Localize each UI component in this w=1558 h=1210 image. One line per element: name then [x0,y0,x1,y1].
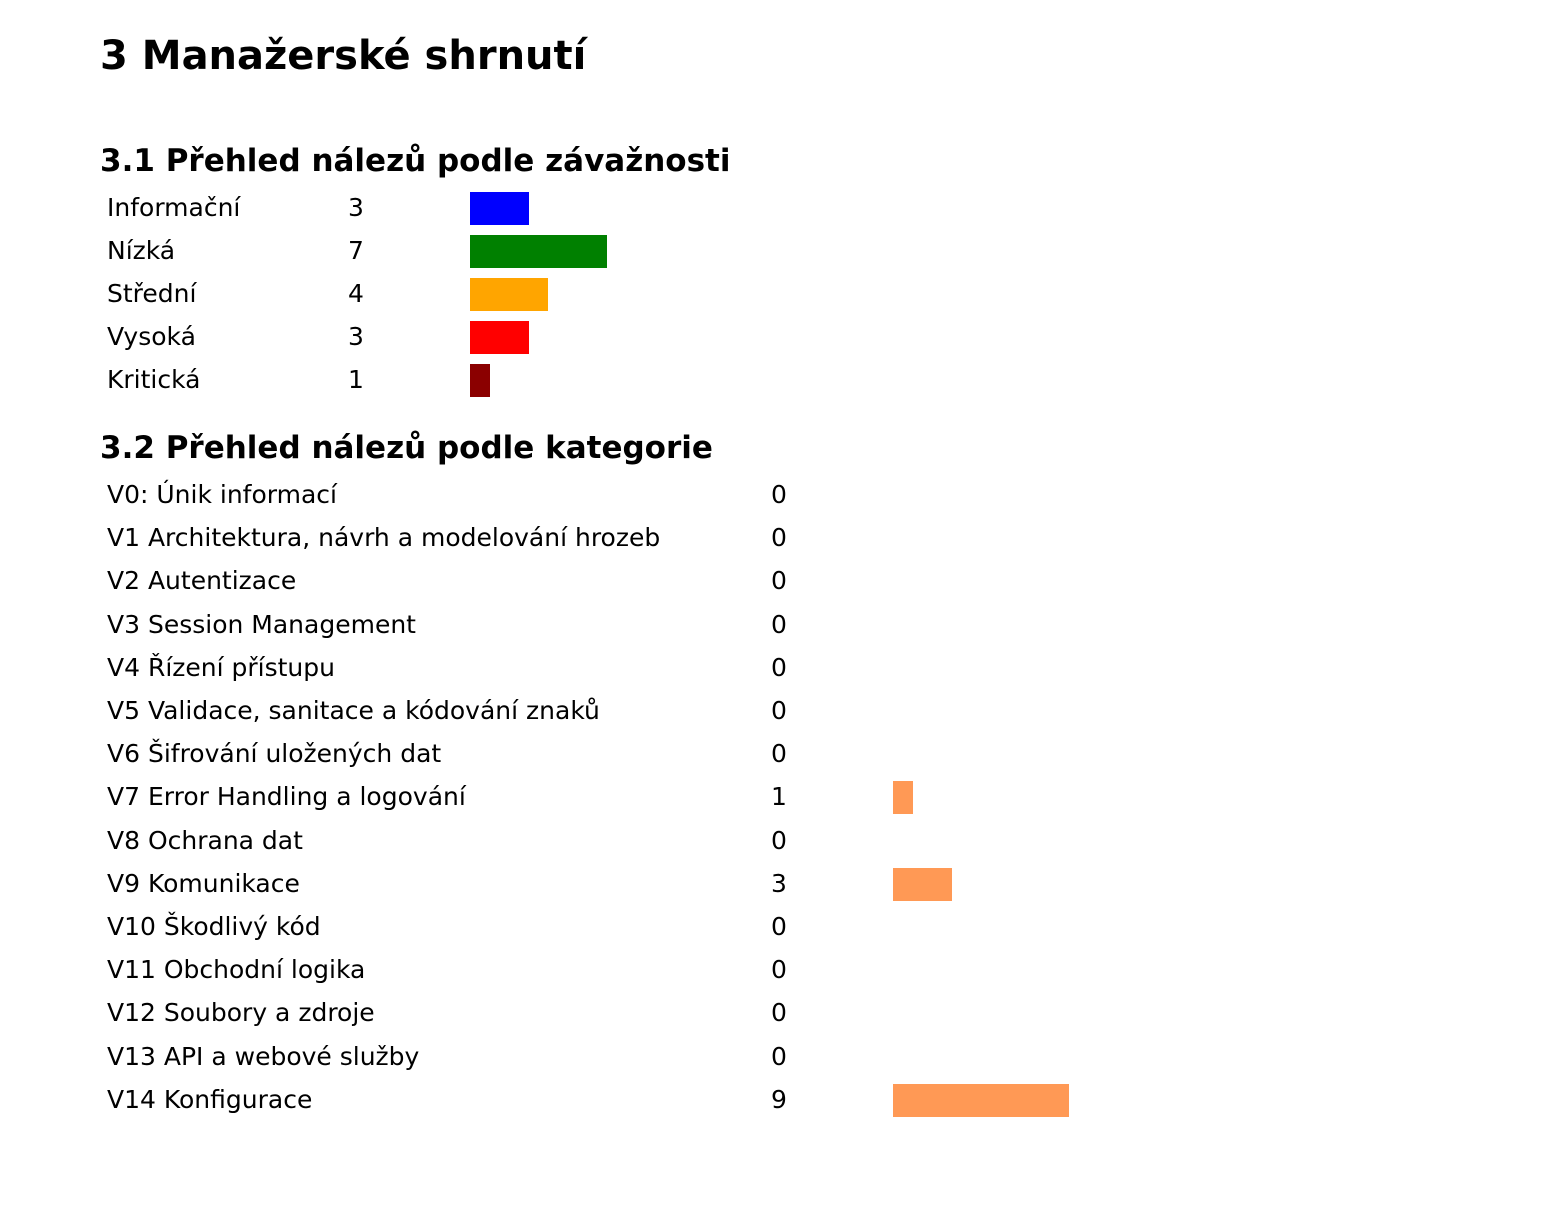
category-count: 9 [771,1085,787,1114]
severity-row: Kritická 1 [0,358,1558,401]
category-row: V7 Error Handling a logování 1 [0,775,1558,818]
category-count: 0 [771,1042,787,1071]
severity-row: Střední 4 [0,272,1558,315]
category-label: V7 Error Handling a logování [107,782,466,811]
severity-row: Vysoká 3 [0,315,1558,358]
severity-row: Informační 3 [0,186,1558,229]
severity-label: Kritická [107,365,201,394]
category-label: V6 Šifrování uložených dat [107,739,442,768]
category-row: V13 API a webové služby 0 [0,1035,1558,1078]
severity-count: 3 [348,322,364,351]
category-count: 0 [771,610,787,639]
severity-bar [470,321,529,354]
severity-bar [470,192,529,225]
category-count: 0 [771,998,787,1027]
severity-label: Informační [107,193,241,222]
severity-row: Nízká 7 [0,229,1558,272]
severity-bar [470,364,490,397]
category-bar [893,868,952,901]
severity-bar [470,235,607,268]
category-label: V9 Komunikace [107,869,300,898]
category-count: 0 [771,653,787,682]
category-row: V5 Validace, sanitace a kódování znaků 0 [0,689,1558,732]
category-row: V0: Únik informací 0 [0,473,1558,516]
category-label: V0: Únik informací [107,480,337,509]
category-row: V9 Komunikace 3 [0,862,1558,905]
category-row: V2 Autentizace 0 [0,559,1558,602]
severity-bar [470,278,548,311]
category-row: V3 Session Management 0 [0,603,1558,646]
category-bar [893,1084,1069,1117]
category-row: V10 Škodlivý kód 0 [0,905,1558,948]
category-label: V4 Řízení přístupu [107,653,335,682]
category-count: 3 [771,869,787,898]
category-row: V6 Šifrování uložených dat 0 [0,732,1558,775]
category-row: V11 Obchodní logika 0 [0,948,1558,991]
category-label: V12 Soubory a zdroje [107,998,375,1027]
category-row: V8 Ochrana dat 0 [0,819,1558,862]
severity-count: 3 [348,193,364,222]
category-label: V14 Konfigurace [107,1085,313,1114]
category-label: V10 Škodlivý kód [107,912,321,941]
category-count: 0 [771,566,787,595]
severity-count: 1 [348,365,364,394]
category-count: 0 [771,696,787,725]
category-row: V1 Architektura, návrh a modelování hroz… [0,516,1558,559]
category-label: V2 Autentizace [107,566,297,595]
category-count: 1 [771,782,787,811]
severity-count: 7 [348,236,364,265]
severity-label: Nízká [107,236,176,265]
category-label: V5 Validace, sanitace a kódování znaků [107,696,600,725]
severity-count: 4 [348,279,364,308]
severity-label: Střední [107,279,197,308]
category-count: 0 [771,912,787,941]
category-label: V1 Architektura, návrh a modelování hroz… [107,523,661,552]
category-row: V4 Řízení přístupu 0 [0,646,1558,689]
category-label: V13 API a webové služby [107,1042,420,1071]
category-label: V11 Obchodní logika [107,955,366,984]
category-bar [893,781,913,814]
category-label: V8 Ochrana dat [107,826,303,855]
category-row: V14 Konfigurace 9 [0,1078,1558,1121]
category-count: 0 [771,955,787,984]
severity-section-title: 3.1 Přehled nálezů podle závažnosti [100,143,731,179]
category-count: 0 [771,739,787,768]
category-count: 0 [771,480,787,509]
category-row: V12 Soubory a zdroje 0 [0,991,1558,1034]
severity-label: Vysoká [107,322,196,351]
category-label: V3 Session Management [107,610,416,639]
category-count: 0 [771,826,787,855]
category-count: 0 [771,523,787,552]
page-title: 3 Manažerské shrnutí [100,33,587,79]
category-section-title: 3.2 Přehled nálezů podle kategorie [100,430,713,466]
